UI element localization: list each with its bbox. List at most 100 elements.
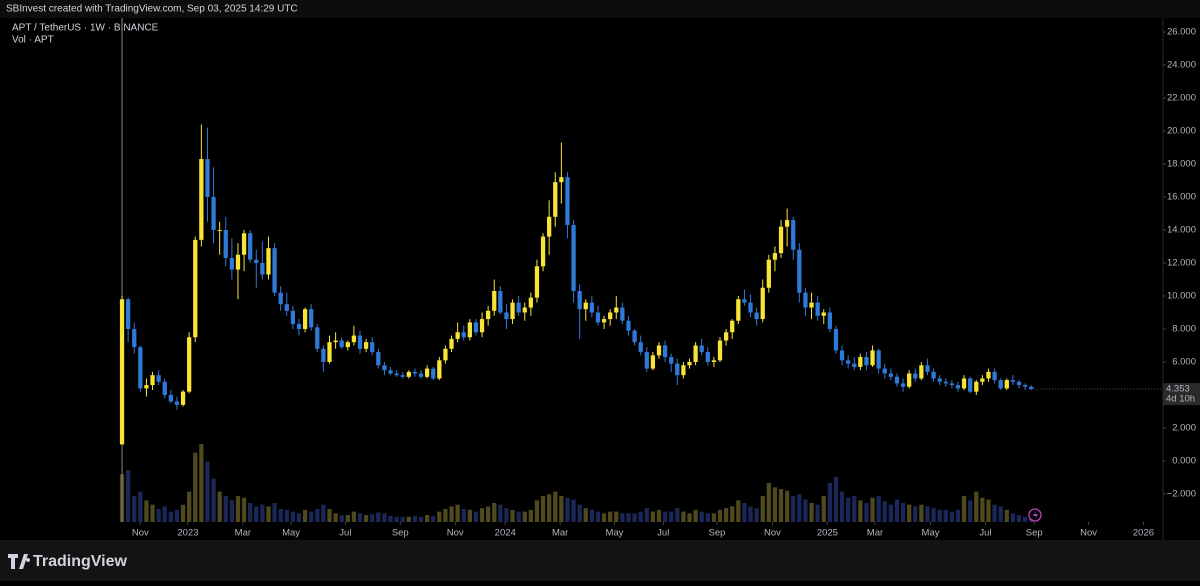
volume-bar xyxy=(138,491,143,522)
volume-bar xyxy=(547,494,552,522)
candle-body xyxy=(278,292,283,305)
candle-body xyxy=(156,375,161,382)
header-bar xyxy=(0,0,1200,18)
candle-body xyxy=(223,229,228,259)
volume-bar xyxy=(717,509,723,522)
x-tick-label: Nov xyxy=(764,528,781,539)
volume-bar xyxy=(199,444,204,522)
countdown-label: 4d 10h xyxy=(1166,394,1195,405)
alert-icon[interactable] xyxy=(1028,508,1042,522)
volume-bar xyxy=(174,509,180,522)
volume-bar xyxy=(479,508,485,522)
y-tick-label: 10.000 xyxy=(1167,290,1196,301)
volume-bar xyxy=(1010,513,1016,522)
volume-bar xyxy=(248,502,253,522)
candle-body xyxy=(296,324,302,329)
candle-body xyxy=(1004,380,1009,389)
candle-body xyxy=(266,248,271,275)
y-tick-label: 0.000 xyxy=(1172,455,1196,466)
candle-body xyxy=(742,299,747,303)
candle-body xyxy=(1029,386,1034,390)
candle-body xyxy=(858,357,863,367)
volume-bar xyxy=(363,515,369,522)
volume-bar xyxy=(907,504,912,522)
volume-bar xyxy=(211,478,216,522)
candle-body xyxy=(797,249,802,293)
volume-bar xyxy=(193,452,198,522)
candle-body xyxy=(284,304,289,311)
volume-bar xyxy=(821,496,826,522)
volume-bar xyxy=(235,496,241,522)
candle-body xyxy=(986,371,991,379)
x-tick-label: 2026 xyxy=(1133,528,1154,539)
volume-bar xyxy=(931,508,936,522)
volume-bar xyxy=(974,491,979,522)
candle-body xyxy=(522,307,527,313)
candle-body xyxy=(540,236,546,267)
candle-body xyxy=(406,371,411,377)
candle-body xyxy=(681,365,686,376)
candle-body xyxy=(205,159,210,197)
volume-bar xyxy=(437,511,442,522)
y-tick-label: 18.000 xyxy=(1167,159,1196,170)
candle-body xyxy=(486,310,491,320)
candle-body xyxy=(437,360,442,379)
candle-body xyxy=(394,373,399,376)
candle-body xyxy=(931,371,936,379)
volume-bar xyxy=(766,483,771,522)
candle-body xyxy=(327,342,332,362)
volume-bar xyxy=(650,511,656,522)
candle-body xyxy=(260,262,265,275)
candle-body xyxy=(528,297,533,308)
candle-body xyxy=(888,373,893,377)
x-tick-label: May xyxy=(282,528,300,539)
candle-body xyxy=(455,332,460,339)
x-tick-label: Mar xyxy=(867,528,883,539)
y-tick-label: 12.000 xyxy=(1167,258,1196,269)
candle-body xyxy=(382,365,387,371)
candle-body xyxy=(290,310,296,325)
x-tick-label: Nov xyxy=(1080,528,1097,539)
candle-body xyxy=(461,332,466,338)
volume-bar xyxy=(583,508,588,522)
volume-bar xyxy=(723,508,729,522)
candle-body xyxy=(766,259,771,288)
volume-bar xyxy=(162,506,167,522)
candle-body xyxy=(187,337,192,392)
volume-bar xyxy=(949,511,955,522)
volume-bar xyxy=(669,511,674,522)
candle-body xyxy=(827,312,832,329)
volume-bar xyxy=(614,511,619,522)
volume-bar xyxy=(577,504,582,522)
last-price-label: 4.353 xyxy=(1166,384,1190,395)
volume-bar xyxy=(736,500,741,522)
volume-bar xyxy=(1016,515,1022,522)
candle-body xyxy=(345,342,350,348)
volume-bar xyxy=(565,497,570,522)
candle-body xyxy=(424,368,430,377)
candle-body xyxy=(321,348,326,362)
plot-area xyxy=(119,18,1163,522)
candle-body xyxy=(254,259,259,263)
candle-body xyxy=(498,291,503,313)
footer-brand: TradingView xyxy=(33,553,128,570)
volume-bar xyxy=(388,515,393,522)
volume-bar xyxy=(229,500,235,522)
volume-bar xyxy=(925,506,930,522)
volume-bar xyxy=(205,461,210,522)
candle-body xyxy=(620,307,625,321)
candle-body xyxy=(809,302,814,308)
volume-title: Vol · APT xyxy=(12,35,54,46)
volume-bar xyxy=(839,491,845,522)
volume-bar xyxy=(571,499,576,522)
candle-body xyxy=(736,299,741,321)
volume-bar xyxy=(522,511,527,522)
candle-body xyxy=(937,378,942,382)
volume-bar xyxy=(296,513,302,522)
candle-body xyxy=(583,302,588,310)
x-tick-label: Sep xyxy=(709,528,726,539)
y-tick-label: −2.000 xyxy=(1167,488,1196,499)
candle-body xyxy=(363,342,369,349)
x-tick-label: Sep xyxy=(1026,528,1043,539)
